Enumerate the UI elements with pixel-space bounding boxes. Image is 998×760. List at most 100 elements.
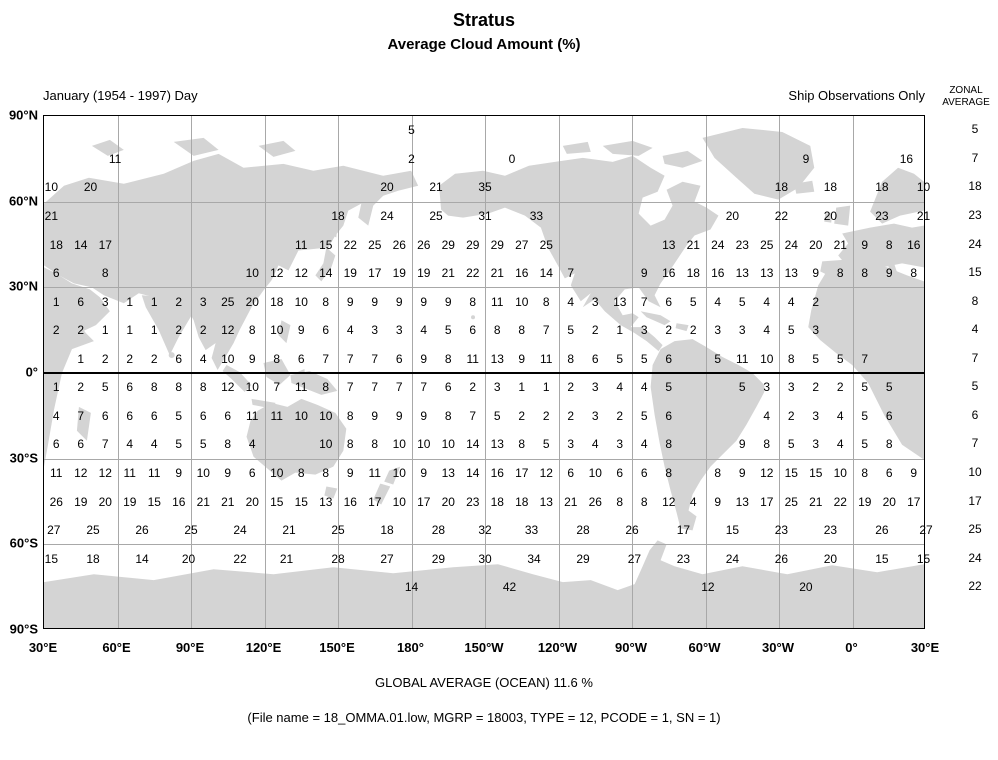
grid-cell-value: 6 [444, 380, 452, 395]
grid-cell-value: 10 [760, 351, 774, 366]
grid-cell-value: 5 [885, 380, 893, 395]
grid-cell-value: 10 [392, 494, 406, 509]
grid-cell-value: 5 [640, 408, 648, 423]
grid-cell-value: 5 [616, 351, 624, 366]
grid-cell-value: 3 [591, 408, 599, 423]
world-map-landmasses [44, 127, 924, 628]
grid-cell-value: 10 [916, 180, 931, 195]
grid-cell-value: 11 [295, 237, 308, 252]
grid-cell-value: 8 [665, 465, 673, 480]
grid-cell-value: 16 [899, 151, 914, 166]
grid-cell-value: 26 [774, 551, 789, 566]
grid-cell-value: 5 [738, 380, 746, 395]
longitude-tick-label: 150°E [319, 640, 355, 655]
grid-cell-value: 4 [150, 437, 158, 452]
grid-cell-value: 16 [490, 465, 504, 480]
grid-cell-value: 3 [812, 323, 820, 338]
grid-cell-value: 5 [861, 437, 869, 452]
grid-cell-value: 16 [711, 266, 725, 281]
longitude-tick-label: 90°W [615, 640, 647, 655]
map-gridline-horizontal [44, 458, 924, 460]
landmass-canadian-arctic [562, 141, 591, 154]
landmass-sumatra [222, 365, 252, 392]
grid-cell-value: 29 [576, 551, 590, 566]
grid-cell-value: 9 [346, 294, 354, 309]
grid-cell-value: 17 [98, 237, 112, 252]
grid-cell-value: 4 [640, 380, 648, 395]
grid-cell-value: 25 [784, 494, 798, 509]
map-equator-line [44, 372, 924, 374]
grid-cell-value: 32 [478, 523, 492, 538]
grid-cell-value: 12 [221, 323, 235, 338]
grid-cell-value: 9 [420, 465, 428, 480]
grid-cell-value: 10 [270, 323, 284, 338]
grid-cell-value: 14 [319, 266, 333, 281]
grid-cell-value: 13 [490, 351, 504, 366]
grid-cell-value: 10 [588, 465, 602, 480]
landmass-new-zealand [373, 483, 391, 505]
grid-cell-value: 6 [150, 408, 158, 423]
grid-cell-value: 8 [224, 437, 232, 452]
grid-cell-value: 2 [469, 380, 477, 395]
grid-cell-value: 22 [833, 494, 847, 509]
grid-cell-value: 7 [322, 351, 330, 366]
period-label: January (1954 - 1997) Day [43, 88, 198, 103]
longitude-tick-label: 150°W [464, 640, 504, 655]
grid-cell-value: 23 [875, 208, 889, 223]
grid-cell-value: 2 [77, 323, 85, 338]
grid-cell-value: 7 [346, 351, 354, 366]
grid-cell-value: 8 [518, 437, 526, 452]
grid-cell-value: 30 [478, 551, 492, 566]
grid-cell-value: 12 [539, 465, 553, 480]
grid-cell-value: 3 [371, 323, 379, 338]
grid-cell-value: 5 [101, 380, 109, 395]
grid-cell-value: 34 [527, 551, 541, 566]
grid-cell-value: 27 [380, 551, 394, 566]
grid-cell-value: 1 [126, 323, 134, 338]
grid-cell-value: 1 [77, 351, 85, 366]
grid-cell-value: 12 [98, 465, 112, 480]
grid-cell-value: 6 [52, 437, 60, 452]
grid-cell-value: 19 [74, 494, 88, 509]
grid-cell-value: 20 [823, 208, 838, 223]
grid-cell-value: 3 [591, 380, 599, 395]
grid-cell-value: 20 [882, 494, 896, 509]
grid-cell-value: 7 [469, 408, 477, 423]
grid-cell-value: 19 [392, 266, 406, 281]
grid-cell-value: 18 [490, 494, 504, 509]
grid-cell-value: 9 [248, 351, 256, 366]
grid-cell-value: 10 [441, 437, 455, 452]
grid-cell-value: 14 [74, 237, 88, 252]
grid-cell-value: 6 [199, 408, 207, 423]
latitude-tick-label: 30°S [9, 450, 38, 466]
grid-cell-value: 9 [861, 237, 869, 252]
landmass-australia [246, 398, 347, 481]
grid-cell-value: 22 [466, 266, 480, 281]
landmass-madagascar [76, 406, 91, 441]
longitude-tick-label: 30°E [28, 640, 58, 655]
grid-cell-value: 8 [714, 465, 722, 480]
longitude-tick-label: 180° [397, 640, 424, 655]
grid-cell-value: 4 [346, 323, 354, 338]
landmass-hawaii [471, 315, 476, 320]
grid-cell-value: 8 [665, 437, 673, 452]
longitude-tick-label: 30°E [910, 640, 940, 655]
landmass-africa-west [808, 259, 924, 460]
landmass-ireland [824, 212, 833, 223]
grid-cell-value: 12 [221, 380, 235, 395]
zonal-average-header-line2: AVERAGE [942, 97, 990, 108]
grid-cell-value: 5 [665, 380, 673, 395]
grid-cell-value: 12 [760, 465, 774, 480]
grid-cell-value: 9 [395, 408, 403, 423]
grid-cell-value: 9 [518, 351, 526, 366]
grid-cell-value: 20 [98, 494, 112, 509]
grid-cell-value: 25 [429, 208, 443, 223]
grid-cell-value: 33 [529, 208, 544, 223]
grid-cell-value: 4 [714, 294, 722, 309]
landmass-arctic-islands [173, 137, 219, 156]
grid-cell-value: 15 [270, 494, 284, 509]
grid-cell-value: 23 [466, 494, 480, 509]
grid-cell-value: 5 [689, 294, 697, 309]
grid-cell-value: 10 [294, 408, 308, 423]
latitude-tick-label: 90°S [9, 621, 38, 637]
